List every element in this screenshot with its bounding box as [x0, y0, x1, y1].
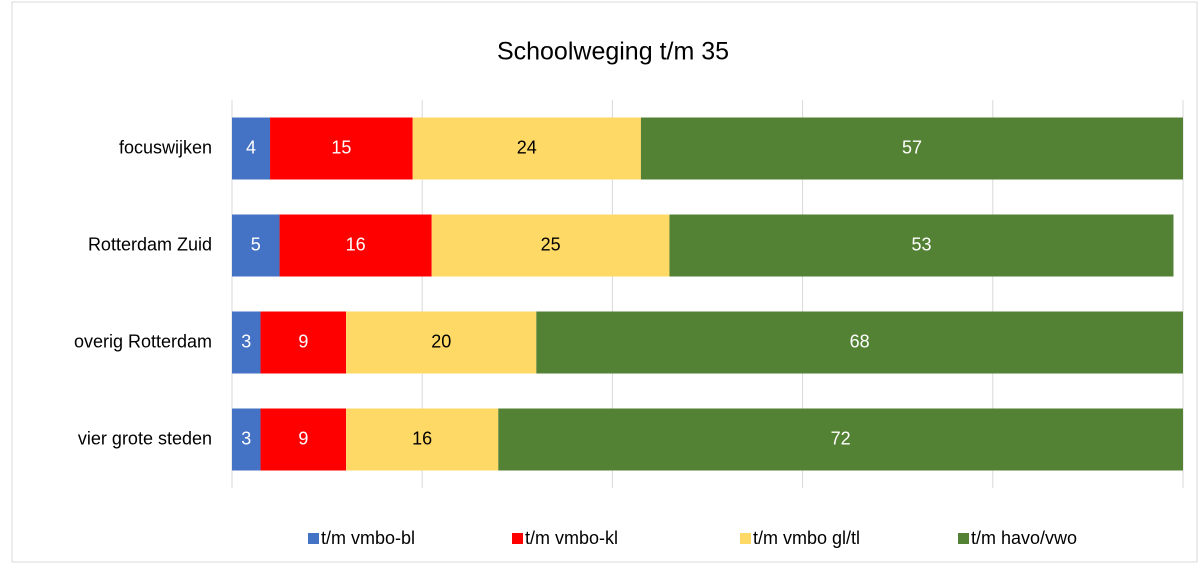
data-label: 68 [850, 331, 870, 351]
bar-segment [346, 408, 499, 471]
y-tick-label: focuswijken [119, 137, 212, 157]
data-label: 20 [431, 331, 451, 351]
legend-swatch [958, 533, 969, 544]
data-label: 72 [831, 428, 851, 448]
data-label: 3 [241, 331, 251, 351]
bar-segment [232, 311, 261, 374]
bar-segment [640, 117, 1183, 180]
legend-label: t/m vmbo gl/tl [753, 528, 860, 548]
data-label: 9 [298, 428, 308, 448]
bar-segment [260, 311, 347, 374]
bar-segment [232, 408, 261, 471]
data-label: 25 [541, 234, 561, 254]
bar-segment [232, 214, 280, 277]
bar-segment [346, 311, 537, 374]
data-label: 16 [412, 428, 432, 448]
legend-label: t/m havo/vwo [971, 528, 1077, 548]
chart-frame [11, 1, 1198, 563]
data-label: 57 [902, 137, 922, 157]
bar-segment [270, 117, 413, 180]
data-label: 9 [298, 331, 308, 351]
bar-segment [498, 408, 1183, 471]
bar-segment [232, 117, 271, 180]
data-label: 5 [251, 234, 261, 254]
legend-swatch [512, 533, 523, 544]
bar-segment [260, 408, 347, 471]
y-tick-label: overig Rotterdam [74, 331, 212, 351]
y-tick-label: Rotterdam Zuid [88, 234, 212, 254]
chart-title: Schoolweging t/m 35 [497, 38, 729, 66]
data-label: 53 [911, 234, 931, 254]
bar-segment [279, 214, 432, 277]
bar-segment [669, 214, 1174, 277]
legend-swatch [740, 533, 751, 544]
legend-label: t/m vmbo-bl [321, 528, 415, 548]
bar-segment [536, 311, 1183, 374]
data-label: 15 [331, 137, 351, 157]
legend-label: t/m vmbo-kl [525, 528, 618, 548]
data-label: 4 [246, 137, 256, 157]
bar-segment [431, 214, 670, 277]
data-label: 24 [517, 137, 537, 157]
legend-swatch [308, 533, 319, 544]
bar-segment [412, 117, 641, 180]
y-tick-label: vier grote steden [78, 428, 212, 448]
data-label: 16 [346, 234, 366, 254]
data-label: 3 [241, 428, 251, 448]
